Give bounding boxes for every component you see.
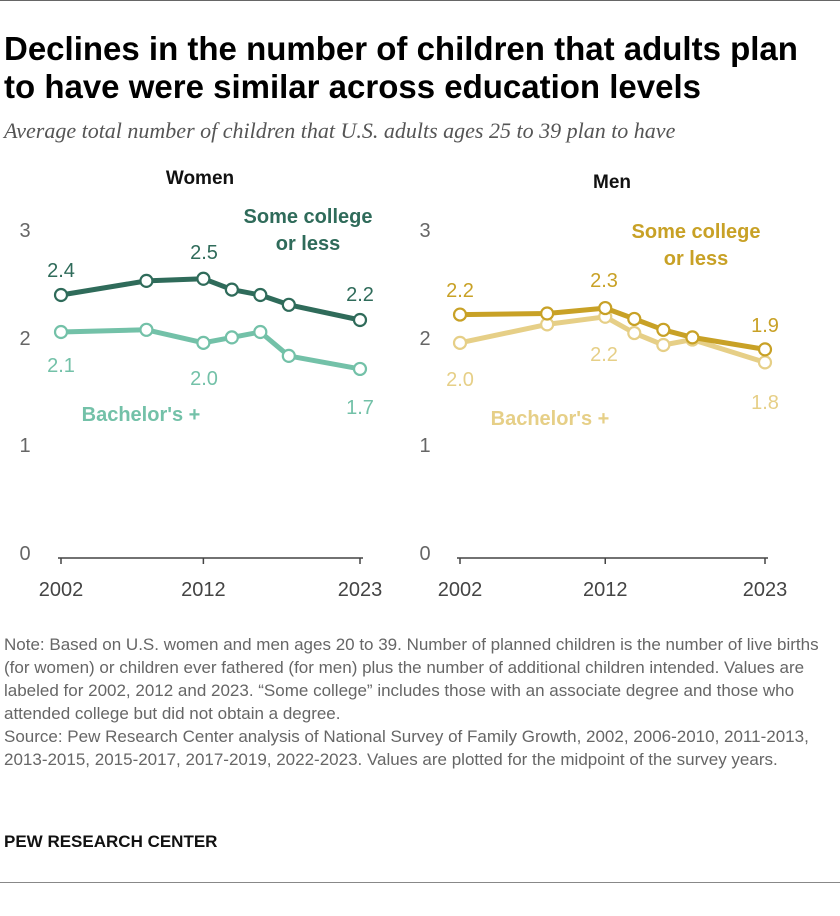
data-point <box>224 330 239 345</box>
y-tick-label: 0 <box>419 543 430 565</box>
data-point <box>627 325 642 341</box>
x-tick-label: 2012 <box>583 579 628 601</box>
data-label: 1.7 <box>346 397 374 419</box>
series-label: Some college <box>632 221 761 243</box>
data-point <box>53 287 69 303</box>
data-point <box>352 312 368 328</box>
data-point <box>757 355 773 370</box>
data-point <box>281 297 296 312</box>
data-point <box>598 300 613 316</box>
series-label: or less <box>276 233 340 255</box>
data-label: 2.4 <box>47 260 75 282</box>
data-label: 2.0 <box>190 368 218 390</box>
y-tick-label: 1 <box>19 435 30 457</box>
data-point <box>224 282 239 297</box>
notes: Note: Based on U.S. women and men ages 2… <box>4 633 824 771</box>
data-point <box>139 322 154 337</box>
data-point <box>452 307 468 322</box>
x-tick-label: 2023 <box>338 579 383 601</box>
chart-area: Women 0 1 2 3 2002 2012 2023 2.4 2.5 2.2 Some colle… <box>19 168 788 601</box>
series-line <box>58 327 363 372</box>
y-tick-label: 2 <box>419 328 430 350</box>
x-tick-label: 2012 <box>181 579 226 601</box>
chart-subtitle: Average total number of children that U.… <box>4 118 676 143</box>
series-label: or less <box>664 248 728 270</box>
data-label: 2.2 <box>446 280 474 302</box>
data-point <box>281 348 296 363</box>
data-label: 2.3 <box>590 270 618 292</box>
data-point <box>656 337 671 353</box>
data-label: 2.2 <box>346 284 374 306</box>
data-point <box>656 322 671 337</box>
y-tick-label: 1 <box>419 435 430 457</box>
chart-title: Declines in the number of children that … <box>4 30 798 105</box>
series-label: Some college <box>244 206 373 228</box>
data-point <box>139 273 154 289</box>
series-label: Bachelor's + <box>82 404 201 426</box>
data-point <box>53 324 69 340</box>
x-tick-label: 2002 <box>39 579 84 601</box>
data-point <box>757 342 773 357</box>
series-line <box>58 276 363 323</box>
data-point <box>352 361 368 377</box>
series-label: Bachelor's + <box>491 408 610 430</box>
data-point <box>253 287 268 303</box>
x-tick-label: 2002 <box>438 579 483 601</box>
data-label: 2.0 <box>446 369 474 391</box>
top-rule <box>0 0 840 1</box>
y-tick-label: 3 <box>19 220 30 242</box>
data-point <box>540 306 555 321</box>
data-point <box>452 335 468 350</box>
data-label: 1.8 <box>751 392 779 414</box>
data-point <box>196 335 211 350</box>
data-label: 2.2 <box>590 344 618 366</box>
data-label: 2.5 <box>190 242 218 264</box>
y-tick-label: 2 <box>19 328 30 350</box>
y-tick-label: 0 <box>19 543 30 565</box>
panel-title: Women <box>166 168 234 189</box>
y-tick-label: 3 <box>419 220 430 242</box>
data-point <box>627 311 642 327</box>
brand-logo-text: PEW RESEARCH CENTER <box>4 832 218 851</box>
data-point <box>253 324 268 340</box>
note-text: Note: Based on U.S. women and men ages 2… <box>4 635 819 723</box>
bottom-rule <box>0 882 840 883</box>
data-label: 2.1 <box>47 355 75 377</box>
x-tick-label: 2023 <box>743 579 788 601</box>
data-point <box>685 330 700 345</box>
panel-title: Men <box>593 172 631 193</box>
source-text: Source: Pew Research Center analysis of … <box>4 727 809 769</box>
data-point <box>196 271 211 286</box>
data-label: 1.9 <box>751 315 779 337</box>
